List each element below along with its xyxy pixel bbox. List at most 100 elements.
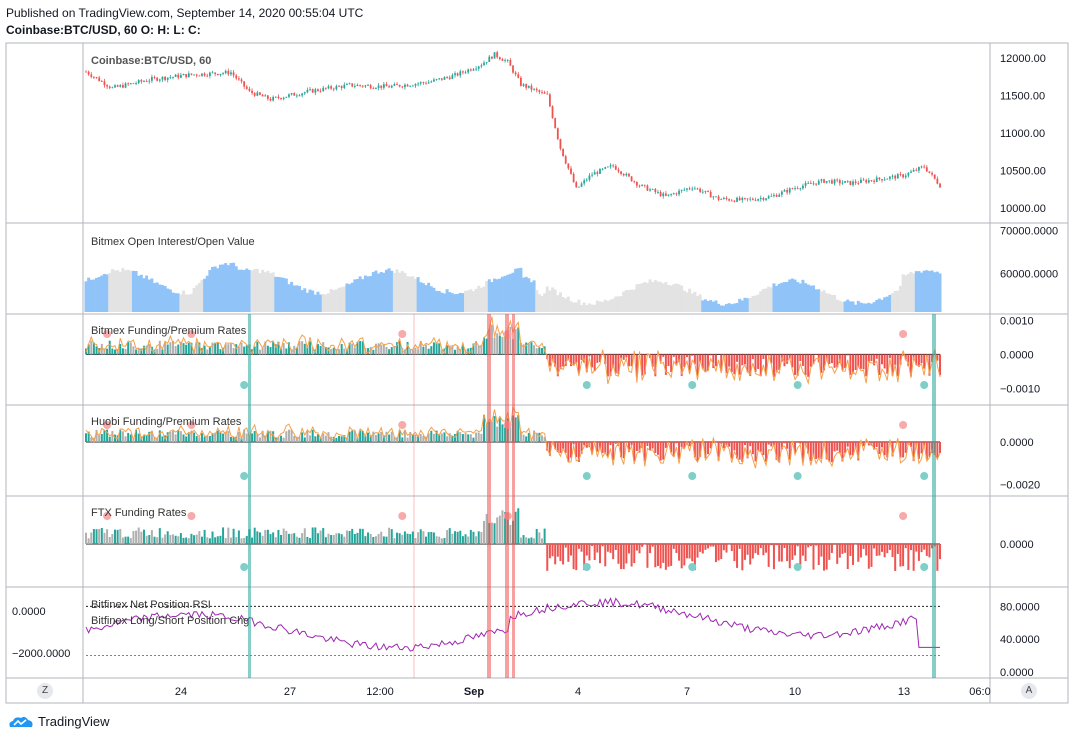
candle-body — [380, 85, 383, 88]
candle-body — [554, 118, 557, 129]
funding-bar — [124, 536, 127, 544]
oi-bar — [355, 279, 359, 312]
funding-bar — [467, 348, 470, 355]
oi-bar — [748, 297, 752, 312]
funding-bar — [627, 354, 630, 367]
funding-bar — [119, 344, 122, 355]
candle-body — [425, 82, 427, 84]
funding-bar — [746, 354, 749, 373]
funding-bar — [794, 442, 797, 454]
oi-bar — [326, 293, 330, 312]
oi-bar — [891, 293, 895, 312]
candle-body — [823, 179, 825, 183]
oi-bar — [466, 290, 470, 312]
candle-body — [696, 188, 699, 190]
funding-bar — [496, 426, 499, 442]
candle-body — [203, 73, 206, 76]
funding-bar — [538, 432, 541, 442]
candle-body — [298, 95, 301, 97]
funding-bar — [237, 530, 240, 544]
funding-bar — [894, 442, 897, 443]
funding-bar — [517, 415, 520, 442]
tradingview-logo[interactable]: TradingView — [8, 714, 110, 729]
funding-bar — [464, 433, 467, 442]
funding-bar — [517, 327, 520, 355]
funding-bar — [361, 430, 364, 442]
oi-bar — [540, 295, 544, 312]
funding-bar — [322, 433, 325, 442]
funding-bar — [514, 417, 517, 442]
oi-bar — [332, 290, 336, 312]
funding-bar — [153, 536, 156, 544]
candle-body — [158, 79, 161, 81]
funding-bar — [232, 528, 235, 544]
funding-bar — [683, 442, 686, 448]
candle-body — [145, 81, 148, 82]
oi-bar — [334, 289, 338, 312]
funding-bar — [106, 529, 109, 544]
funding-bar — [928, 544, 931, 558]
funding-bar — [891, 442, 894, 457]
funding-bar — [253, 346, 256, 355]
funding-bar — [372, 536, 375, 544]
time-axis-label: 06:0 — [969, 686, 990, 698]
funding-bar — [630, 354, 633, 367]
oi-bar — [693, 291, 697, 312]
funding-bar — [409, 349, 412, 355]
oi-bar — [400, 271, 404, 312]
oi-bar — [590, 304, 594, 312]
oi-bar — [495, 279, 499, 312]
funding-bar — [92, 529, 95, 544]
funding-bar — [617, 544, 620, 564]
auto-scale-left-button[interactable]: Z — [37, 683, 53, 699]
funding-bar — [791, 354, 794, 368]
signal-dot — [582, 381, 591, 389]
funding-bar — [535, 348, 538, 355]
funding-bar — [575, 544, 578, 571]
signal-dot — [582, 563, 591, 571]
signal-dot — [688, 472, 697, 480]
candle-body — [496, 52, 499, 58]
funding-bar — [456, 346, 459, 355]
candle-body — [314, 89, 317, 93]
funding-bar — [609, 354, 612, 376]
oi-bar — [753, 295, 757, 312]
oi-bar — [606, 300, 610, 312]
funding-bar — [672, 442, 675, 457]
candle-body — [156, 77, 159, 81]
oi-bar — [92, 279, 96, 312]
funding-bar — [609, 442, 612, 446]
candle-body — [372, 88, 375, 89]
funding-bar — [757, 544, 760, 555]
candle-body — [809, 183, 812, 184]
funding-bar — [767, 544, 770, 567]
candle-body — [293, 93, 296, 96]
candle-body — [799, 188, 802, 190]
funding-bar — [174, 434, 177, 442]
funding-bar — [823, 544, 826, 571]
funding-bar — [116, 529, 119, 544]
oi-bar — [184, 294, 188, 312]
candle-body — [686, 188, 688, 190]
candle-body — [659, 192, 662, 197]
pane-title-price: Coinbase:BTC/USD, 60 — [91, 55, 211, 67]
auto-scale-right-button[interactable]: A — [1021, 683, 1037, 699]
funding-bar — [704, 354, 707, 373]
funding-bar — [556, 544, 559, 557]
funding-bar — [664, 544, 667, 570]
funding-bar — [736, 544, 739, 568]
candle-body — [783, 190, 786, 192]
funding-axis-tick: 0.0010 — [1000, 315, 1034, 327]
funding-bar — [127, 432, 130, 442]
funding-bar — [456, 430, 459, 442]
funding-bar — [224, 344, 227, 355]
candle-body — [106, 85, 108, 87]
funding-bar — [585, 544, 588, 556]
funding-bar — [775, 544, 778, 546]
funding-bar — [274, 537, 277, 544]
candle-body — [878, 177, 881, 180]
funding-bar — [693, 442, 696, 458]
funding-bar — [166, 531, 169, 544]
funding-bar — [778, 354, 781, 370]
